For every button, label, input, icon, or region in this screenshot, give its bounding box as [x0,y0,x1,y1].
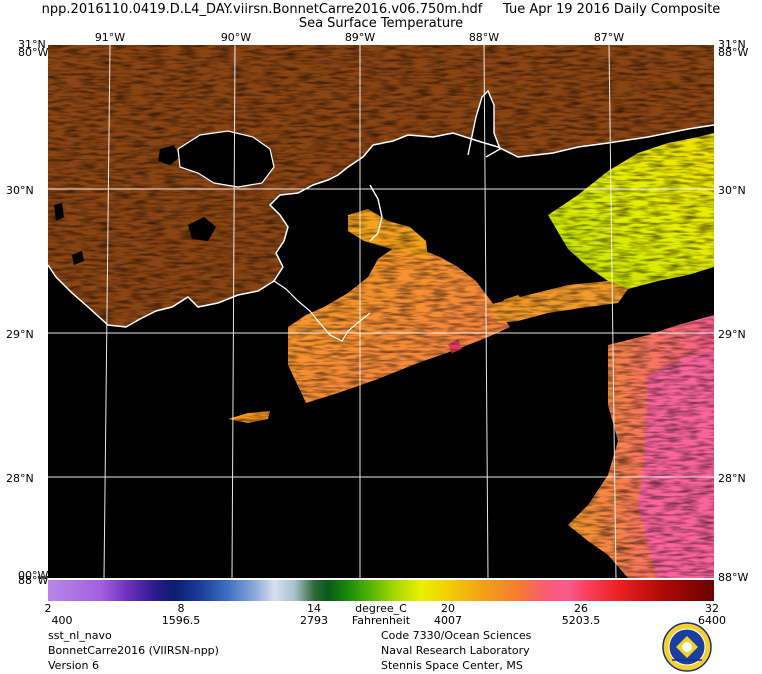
colorbar-fahrenheit-tick: 4007 [434,614,462,627]
colorbar-fahrenheit-tick: 2793 [300,614,328,627]
corner-label-top-right-overlay: 88°W [718,46,749,59]
footer-code: Code 7330/Ocean Sciences [381,629,532,642]
coastline-mobile-bay [467,89,501,158]
lat-label-28n-right: 28°N [718,472,746,485]
colorbar-celsius-tick: 32 [705,602,719,615]
corner-label-top-right: 31°N [718,38,746,51]
lat-label-28n-left: 28°N [6,472,34,485]
meridian-87w [608,45,617,578]
colorbar-celsius-tick: 2 [44,602,52,615]
coastline-delta [273,280,371,342]
corner-label-top-left: 31°N [18,38,46,51]
corner-label-bottom-left: 00°W [18,569,49,582]
cloud-speckle [48,45,714,578]
colorbar-fahrenheit-tick: 1596.5 [161,614,201,627]
colorbar-fahrenheit-tick: 400 [51,614,73,627]
lon-label-90w: 90°W [220,31,252,44]
footer-version: Version 6 [48,659,99,672]
product-title: Sea Surface Temperature [298,16,464,31]
footer-lab: Naval Research Laboratory [381,644,530,657]
meridian-88w [483,45,489,578]
corner-label-top-left-overlay: 80°W [18,46,49,59]
meridian-90w [231,45,236,578]
lat-label-29n-right: 29°N [718,328,746,341]
lon-label-89w: 89°W [344,31,376,44]
image-title: npp.2016110.0419.D.L4_DAY.viirsn.BonnetC… [41,2,721,17]
footer-algorithm: sst_nl_navo [48,629,112,642]
meridian-91w [103,45,111,578]
colorbar-unit-celsius: degree_C [355,602,407,615]
coastline-chandeleur [369,184,383,242]
lon-label-88w: 88°W [468,31,500,44]
lat-label-30n-right: 30°N [718,184,746,197]
colorbar-unit-fahrenheit: Fahrenheit [351,614,411,627]
colorbar-celsius-tick: 20 [441,602,455,615]
sst-colorbar [48,580,714,601]
corner-label-bottom-right: 88°W [718,571,749,584]
sst-map [48,45,714,578]
lat-label-30n-left: 30°N [6,184,34,197]
footer-dataset: BonnetCarre2016 (VIIRSN-npp) [48,644,219,657]
colorbar-celsius-tick: 26 [574,602,588,615]
lon-label-87w: 87°W [593,31,625,44]
sst-map-canvas [48,45,714,578]
lon-label-91w: 91°W [94,31,126,44]
colorbar-fahrenheit-tick: 6400 [698,614,726,627]
footer-location: Stennis Space Center, MS [381,659,523,672]
colorbar-celsius-tick: 8 [177,602,185,615]
coastline [48,124,714,328]
colorbar-celsius-tick: 14 [307,602,321,615]
graticule [48,45,714,578]
colorbar-fahrenheit-tick: 5203.5 [561,614,601,627]
coastline-lake [177,130,275,188]
nrl-seal-icon [662,622,712,672]
lat-label-29n-left: 29°N [6,328,34,341]
corner-label-bottom-left-overlay: 88°W [18,574,49,587]
